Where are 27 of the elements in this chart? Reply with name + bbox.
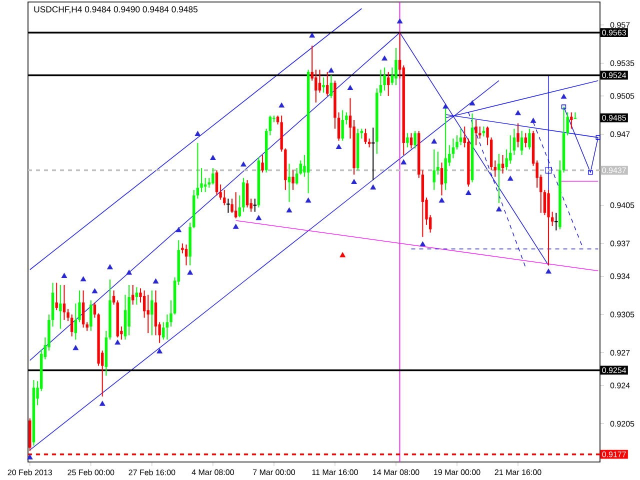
y-tick-label: 0.934 — [610, 273, 630, 280]
y-tick-label: 0.924 — [610, 382, 630, 388]
y-tick-label: 0.927 — [610, 350, 630, 356]
ref-line-label: 0.9524 — [602, 72, 626, 78]
x-tick-label: 21 Mar 16:00 — [494, 469, 542, 476]
ref-line-label: 0.9437 — [602, 167, 626, 174]
x-tick-label: 4 Mar 08:00 — [192, 469, 234, 476]
y-tick-label: 0.9205 — [610, 420, 634, 427]
y-tick-label: 0.957 — [610, 22, 630, 28]
chart-title: USDCHF,H4 0.9484 0.9490 0.9484 0.9485 — [34, 6, 198, 14]
y-tick-label: 0.9535 — [610, 60, 634, 66]
x-tick-label: 11 Mar 16:00 — [312, 469, 358, 476]
y-tick-label: 0.947 — [610, 131, 630, 138]
y-tick-label: 0.9505 — [610, 93, 634, 99]
y-tick-label: 0.9405 — [610, 202, 634, 208]
x-tick-label: 20 Feb 2013 — [8, 469, 52, 476]
x-tick-label: 19 Mar 00:00 — [434, 469, 480, 476]
ref-line-label: 0.9254 — [602, 367, 626, 374]
text: 0.9485 — [602, 114, 626, 121]
y-tick-label: 0.937 — [610, 240, 630, 246]
x-tick-label: 14 Mar 08:00 — [373, 469, 420, 476]
x-tick-label: 27 Feb 16:00 — [128, 469, 176, 476]
y-tick-label: 0.9305 — [610, 312, 634, 318]
ref-line-label: 0.9177 — [602, 452, 626, 458]
x-tick-label: 25 Feb 00:00 — [68, 469, 114, 476]
x-tick-label: 7 Mar 00:00 — [253, 469, 295, 476]
ref-line-label: 0.9563 — [602, 30, 626, 36]
